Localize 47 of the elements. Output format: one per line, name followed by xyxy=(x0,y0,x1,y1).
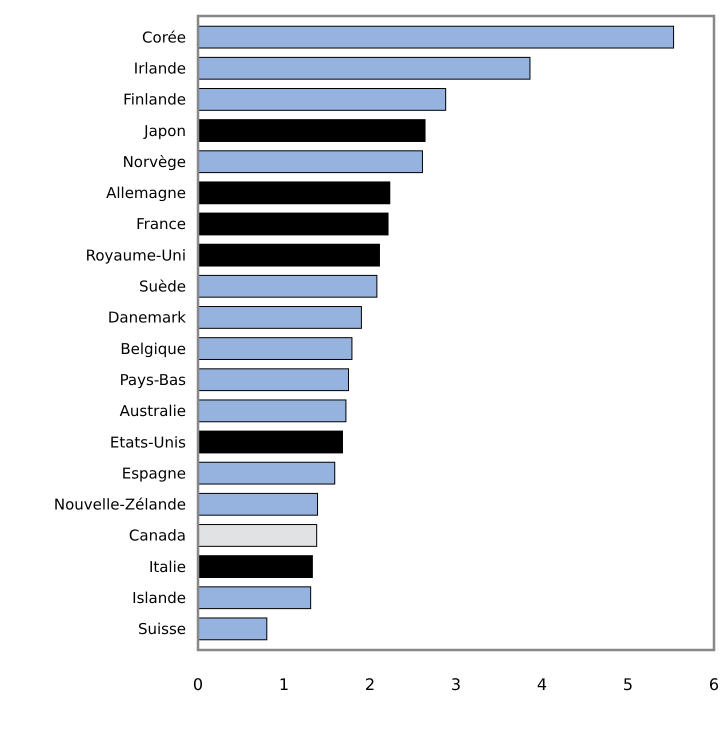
bar xyxy=(198,430,343,454)
y-tick-label: Danemark xyxy=(108,308,186,327)
x-tick-label: 1 xyxy=(278,675,290,694)
bar xyxy=(198,274,378,298)
y-tick-label: Pays-Bas xyxy=(120,370,186,389)
y-tick-label: Finlande xyxy=(123,90,186,109)
x-tick-label: 4 xyxy=(536,675,548,694)
bar xyxy=(198,337,352,360)
y-tick-label: Suède xyxy=(138,278,186,296)
bar xyxy=(198,119,426,142)
y-tick-label: Espagne xyxy=(122,464,186,482)
bar xyxy=(198,399,346,422)
bar xyxy=(198,244,380,267)
bar xyxy=(198,150,423,174)
bar xyxy=(198,492,318,516)
bar xyxy=(198,306,362,329)
y-tick-label: Suisse xyxy=(138,620,186,638)
bar xyxy=(198,212,389,236)
y-tick-label: Allemagne xyxy=(106,184,186,202)
x-tick-label: 2 xyxy=(364,675,376,694)
y-tick-label: Canada xyxy=(128,526,186,545)
y-tick-label: France xyxy=(136,215,186,234)
bar xyxy=(198,524,318,547)
bar xyxy=(198,56,530,80)
x-tick-label: 3 xyxy=(450,675,462,694)
y-tick-label: Belgique xyxy=(120,340,186,358)
bar xyxy=(198,617,268,640)
bar xyxy=(198,26,674,49)
x-tick-label: 6 xyxy=(708,675,720,694)
y-tick-label: Corée xyxy=(142,28,186,46)
y-tick-label: Etats-Unis xyxy=(110,433,186,452)
y-tick-label: Italie xyxy=(148,558,186,576)
y-tick-label: Norvège xyxy=(122,152,186,171)
bar xyxy=(198,555,313,578)
y-tick-label: Nouvelle-Zélande xyxy=(54,496,186,514)
y-tick-label: Japon xyxy=(143,122,186,140)
bar xyxy=(198,88,446,111)
y-tick-label: Australie xyxy=(120,402,186,420)
bar xyxy=(198,181,390,204)
bar xyxy=(198,368,349,392)
x-tick-label: 5 xyxy=(622,675,634,694)
y-tick-label: Irlande xyxy=(134,60,186,78)
y-tick-label: Islande xyxy=(132,588,186,607)
x-tick-label: 0 xyxy=(192,675,204,694)
bar xyxy=(198,586,312,610)
bar xyxy=(198,462,336,485)
y-tick-label: Royaume-Uni xyxy=(86,246,186,264)
